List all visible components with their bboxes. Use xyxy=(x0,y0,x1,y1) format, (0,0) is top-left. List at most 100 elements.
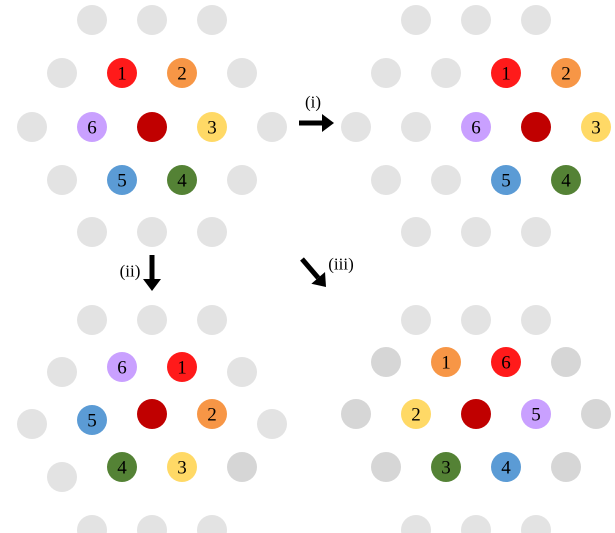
panel-rotated: 6 1 2 3 4 5 xyxy=(17,305,287,533)
ball-2 xyxy=(551,58,581,88)
lattice-site xyxy=(521,305,551,335)
lattice-site xyxy=(227,357,257,387)
ball-label: 2 xyxy=(411,405,421,426)
ball-label: 5 xyxy=(117,171,127,192)
panel-original: 1 2 3 4 5 6 xyxy=(17,5,287,247)
ball-4 xyxy=(551,165,581,195)
lattice-site-neighbor xyxy=(227,452,257,482)
center-ball xyxy=(521,112,551,142)
ball-6 xyxy=(77,112,107,142)
ball-6 xyxy=(107,352,137,382)
lattice-site xyxy=(197,305,227,335)
ball-2 xyxy=(401,399,431,429)
ball-3 xyxy=(431,452,461,482)
center-ball xyxy=(137,399,167,429)
ball-label: 2 xyxy=(177,64,187,85)
ball-2 xyxy=(167,58,197,88)
arrow-shaft xyxy=(300,257,321,280)
ball-label: 5 xyxy=(531,405,541,426)
lattice-site xyxy=(401,112,431,142)
lattice-site xyxy=(227,165,257,195)
ball-1 xyxy=(431,347,461,377)
ball-6 xyxy=(491,347,521,377)
lattice-site xyxy=(461,217,491,247)
ball-label: 6 xyxy=(501,353,511,374)
lattice-site xyxy=(137,217,167,247)
ball-label: 3 xyxy=(591,118,601,139)
lattice-site xyxy=(77,217,107,247)
lattice-site xyxy=(521,5,551,35)
ball-label: 4 xyxy=(177,171,187,192)
ball-label: 3 xyxy=(207,118,217,139)
ball-label: 3 xyxy=(177,458,187,479)
lattice-site xyxy=(401,305,431,335)
lattice-site xyxy=(47,165,77,195)
ball-label: 1 xyxy=(501,64,511,85)
arrow-label-i: (i) xyxy=(305,93,321,112)
ball-2 xyxy=(197,399,227,429)
ball-label: 4 xyxy=(501,458,511,479)
ball-label: 4 xyxy=(561,171,571,192)
ball-label: 3 xyxy=(441,458,451,479)
ball-1 xyxy=(167,352,197,382)
ball-4 xyxy=(491,452,521,482)
lattice-site xyxy=(77,5,107,35)
ball-1 xyxy=(107,58,137,88)
lattice-site xyxy=(47,357,77,387)
arrow-right xyxy=(299,114,334,132)
arrow-head xyxy=(311,272,326,287)
lattice-site xyxy=(17,112,47,142)
ball-label: 1 xyxy=(117,64,127,85)
lattice-site xyxy=(47,462,77,492)
ball-1 xyxy=(491,58,521,88)
ball-label: 5 xyxy=(87,411,97,432)
lattice-site xyxy=(17,409,47,439)
lattice-site-neighbor xyxy=(551,452,581,482)
ball-label: 2 xyxy=(207,405,217,426)
center-ball xyxy=(137,112,167,142)
arrow-label-iii: (iii) xyxy=(328,255,354,274)
lattice-site xyxy=(461,5,491,35)
ball-3 xyxy=(197,112,227,142)
lattice-site xyxy=(227,58,257,88)
lattice-site xyxy=(521,515,551,533)
panel-reflected: 1 6 5 4 3 2 xyxy=(341,305,611,533)
lattice-site xyxy=(461,305,491,335)
arrow-diagonal xyxy=(300,257,326,287)
arrow-head xyxy=(143,279,161,291)
lattice-site xyxy=(137,305,167,335)
lattice-site xyxy=(77,305,107,335)
lattice-site xyxy=(341,112,371,142)
ball-5 xyxy=(491,165,521,195)
lattice-site xyxy=(197,5,227,35)
lattice-site xyxy=(371,58,401,88)
ball-4 xyxy=(107,452,137,482)
ball-label: 6 xyxy=(87,118,97,139)
lattice-site xyxy=(431,58,461,88)
lattice-site xyxy=(401,5,431,35)
ball-6 xyxy=(461,112,491,142)
ball-3 xyxy=(167,452,197,482)
lattice-site xyxy=(197,217,227,247)
lattice-site xyxy=(461,515,491,533)
lattice-site xyxy=(47,58,77,88)
lattice-site-neighbor xyxy=(341,399,371,429)
lattice-site xyxy=(401,515,431,533)
lattice-site xyxy=(137,515,167,533)
lattice-site xyxy=(137,5,167,35)
ball-label: 6 xyxy=(471,118,481,139)
ball-label: 4 xyxy=(117,458,127,479)
lattice-site-neighbor xyxy=(581,399,611,429)
lattice-site xyxy=(401,217,431,247)
ball-5 xyxy=(521,399,551,429)
panel-translated: 1 2 3 4 5 6 xyxy=(341,5,611,247)
ball-label: 1 xyxy=(177,358,187,379)
ball-label: 5 xyxy=(501,171,511,192)
arrow-label-ii: (ii) xyxy=(120,262,141,281)
ball-label: 1 xyxy=(441,353,451,374)
arrow-head xyxy=(322,114,334,132)
lattice-site-neighbor xyxy=(551,347,581,377)
lattice-site xyxy=(77,515,107,533)
lattice-site xyxy=(371,165,401,195)
